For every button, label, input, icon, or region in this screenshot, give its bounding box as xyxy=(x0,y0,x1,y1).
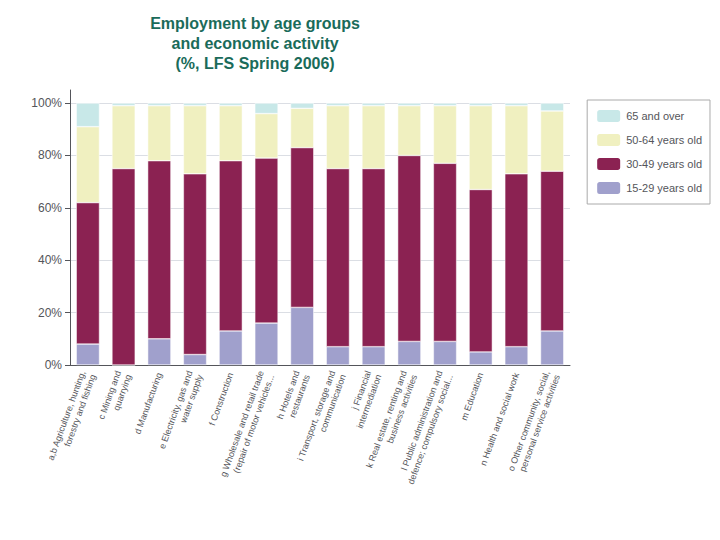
svg-text:65 and over: 65 and over xyxy=(626,110,684,122)
svg-text:forestry and fishing: forestry and fishing xyxy=(62,373,97,448)
svg-text:water supply: water supply xyxy=(178,373,205,425)
svg-text:50-64 years old: 50-64 years old xyxy=(626,134,702,146)
svg-text:(repair of motor vehicles...: (repair of motor vehicles... xyxy=(231,373,276,474)
svg-text:personal service activities: personal service activities xyxy=(518,373,563,473)
svg-text:d Manufacturing: d Manufacturing xyxy=(133,371,164,435)
svg-text:m Education: m Education xyxy=(459,371,486,421)
svg-text:40%: 40% xyxy=(38,253,62,267)
svg-text:60%: 60% xyxy=(38,201,62,215)
svg-text:intermediation: intermediation xyxy=(355,373,384,430)
svg-text:and economic activity: and economic activity xyxy=(172,35,339,52)
svg-text:k Real estate, renting and: k Real estate, renting and xyxy=(364,369,409,470)
svg-text:100%: 100% xyxy=(31,96,62,110)
svg-text:c Mining and: c Mining and xyxy=(96,369,124,421)
svg-text:(%, LFS Spring 2006): (%, LFS Spring 2006) xyxy=(176,55,335,72)
svg-text:n Health and social work: n Health and social work xyxy=(478,371,522,467)
svg-text:g Wholesale and retail trade: g Wholesale and retail trade xyxy=(218,369,266,479)
svg-text:j Financial: j Financial xyxy=(349,369,374,411)
svg-text:i Transport, storage and: i Transport, storage and xyxy=(295,369,338,463)
svg-text:a,b Agriculture, hunting,: a,b Agriculture, hunting, xyxy=(45,369,88,462)
svg-text:o Other community, social,: o Other community, social, xyxy=(506,369,552,473)
svg-text:15-29 years old: 15-29 years old xyxy=(626,182,702,194)
svg-text:f Construction: f Construction xyxy=(207,371,235,427)
svg-text:e Electricity, gas and: e Electricity, gas and xyxy=(157,369,195,451)
svg-text:business activities: business activities xyxy=(385,373,420,445)
svg-text:l Public administration and: l Public administration and xyxy=(399,369,445,472)
svg-text:quarrying: quarrying xyxy=(111,373,133,412)
svg-text:20%: 20% xyxy=(38,306,62,320)
svg-text:Employment by age groups: Employment by age groups xyxy=(150,15,360,32)
svg-text:80%: 80% xyxy=(38,148,62,162)
svg-text:communication: communication xyxy=(318,373,348,433)
svg-text:0%: 0% xyxy=(45,358,63,372)
svg-text:h Hotels and: h Hotels and xyxy=(275,369,302,421)
svg-text:defence; compulsory social...: defence; compulsory social... xyxy=(406,373,455,485)
svg-text:restaurants: restaurants xyxy=(287,373,312,419)
svg-text:30-49 years old: 30-49 years old xyxy=(626,158,702,170)
